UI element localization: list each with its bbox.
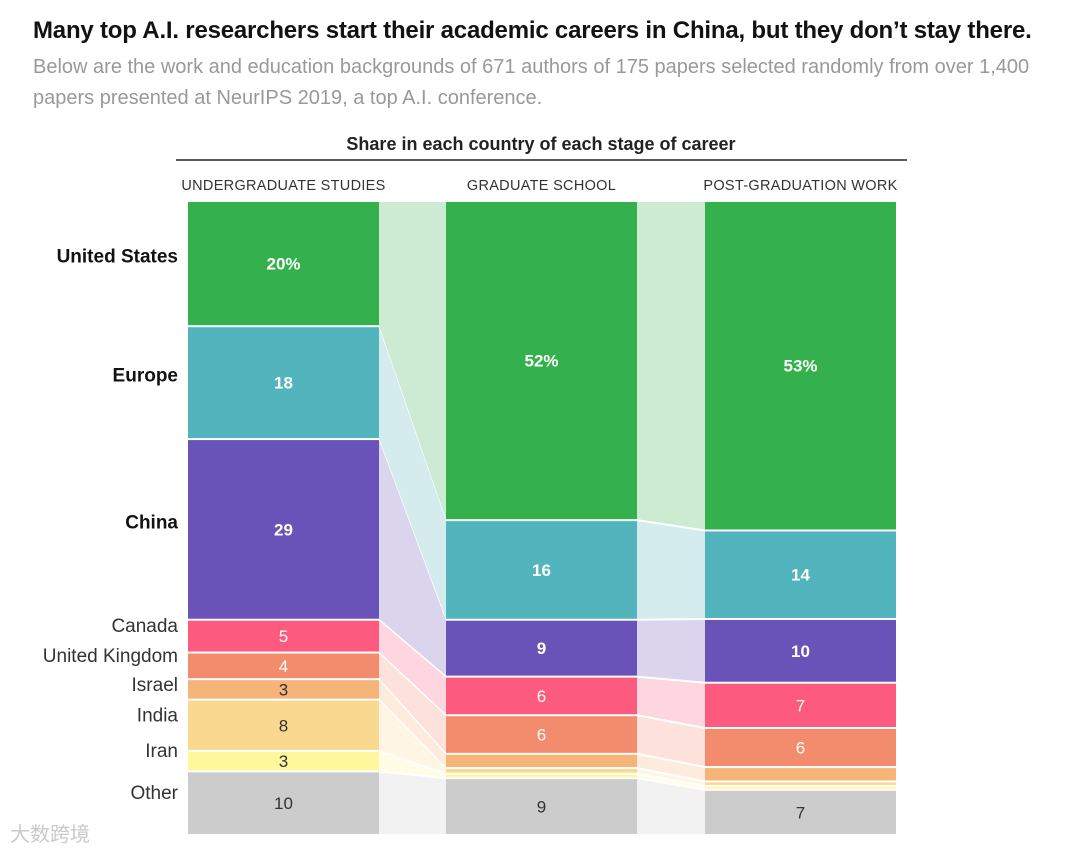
bar-europe: [705, 531, 896, 618]
bar-india: [188, 700, 379, 750]
flow-band-china: [637, 619, 705, 682]
flow-band-china: [379, 440, 446, 676]
bar-india: [705, 782, 896, 785]
flow-band-canada: [379, 620, 446, 715]
flow-band-united-kingdom: [379, 653, 446, 753]
bar-united-kingdom: [188, 653, 379, 679]
value-label-canada: 5: [279, 627, 288, 646]
row-label-other: Other: [130, 783, 178, 804]
bar-united-states: [188, 202, 379, 326]
bar-israel: [446, 754, 637, 768]
flow-band-iran: [637, 774, 705, 789]
value-label-europe: 16: [532, 561, 551, 580]
flow-band-india: [379, 700, 446, 773]
value-label-united-states: 52%: [524, 352, 558, 371]
value-label-united-kingdom: 6: [796, 739, 805, 758]
watermark: 大数跨境: [10, 824, 90, 846]
value-label-china: 10: [791, 642, 810, 661]
row-label-united-states: United States: [57, 247, 178, 268]
flow-band-europe: [379, 327, 446, 619]
bar-iran: [705, 786, 896, 789]
stage-label-graduate-school: GRADUATE SCHOOL: [467, 178, 616, 194]
bar-china: [705, 619, 896, 682]
bar-other: [188, 772, 379, 834]
bar-united-kingdom: [705, 728, 896, 767]
row-label-europe: Europe: [113, 366, 178, 387]
value-label-united-states: 20%: [266, 255, 300, 274]
bar-israel: [705, 768, 896, 781]
value-label-other: 10: [274, 794, 293, 813]
value-label-united-kingdom: 4: [279, 657, 288, 676]
flow-band-united-states: [379, 202, 446, 520]
value-label-united-states: 53%: [783, 357, 817, 376]
value-label-canada: 6: [537, 687, 546, 706]
value-label-israel: 3: [279, 680, 288, 699]
flow-band-canada: [637, 677, 705, 727]
flow-band-israel: [637, 754, 705, 781]
row-label-india: India: [137, 705, 179, 726]
value-label-europe: 14: [791, 566, 810, 585]
flow-band-other: [379, 772, 446, 834]
bar-other: [446, 779, 637, 834]
bar-united-kingdom: [446, 716, 637, 753]
chart-heading: Share in each country of each stage of c…: [346, 134, 735, 154]
value-label-other: 9: [537, 798, 546, 817]
row-label-united-kingdom: United Kingdom: [43, 646, 178, 667]
flow-band-united-states: [637, 202, 705, 530]
flow-band-united-kingdom: [637, 716, 705, 767]
chart-subtitle: Below are the work and education backgro…: [33, 56, 1030, 109]
value-label-united-kingdom: 6: [537, 726, 546, 745]
value-label-other: 7: [796, 803, 805, 822]
value-label-china: 29: [274, 520, 293, 539]
bar-canada: [705, 683, 896, 727]
bar-china: [188, 440, 379, 619]
stage-label-post-graduation-work: POST-GRADUATION WORK: [703, 178, 897, 194]
row-label-canada: Canada: [111, 616, 178, 637]
flow-band-other: [637, 779, 705, 834]
chart-title: Many top A.I. researchers start their ac…: [33, 17, 1032, 44]
bar-united-states: [705, 202, 896, 530]
flow-band-iran: [379, 751, 446, 778]
value-label-europe: 18: [274, 374, 293, 393]
bar-iran: [446, 774, 637, 778]
value-label-china: 9: [537, 639, 546, 658]
value-label-canada: 7: [796, 696, 805, 715]
flow-band-india: [637, 769, 705, 785]
bar-europe: [188, 327, 379, 439]
row-label-israel: Israel: [132, 675, 178, 696]
value-label-iran: 3: [279, 752, 288, 771]
bar-israel: [188, 680, 379, 699]
flow-band-europe: [637, 521, 705, 619]
bar-china: [446, 620, 637, 676]
bar-iran: [188, 751, 379, 771]
bar-india: [446, 769, 637, 773]
bar-europe: [446, 521, 637, 619]
bar-canada: [188, 620, 379, 652]
value-label-india: 8: [279, 716, 288, 735]
flow-band-israel: [379, 680, 446, 768]
row-label-china: China: [125, 512, 178, 533]
bar-canada: [446, 677, 637, 715]
bar-united-states: [446, 202, 637, 520]
bar-other: [705, 790, 896, 834]
row-label-iran: Iran: [145, 741, 178, 762]
stage-label-undergraduate-studies: UNDERGRADUATE STUDIES: [181, 178, 385, 194]
